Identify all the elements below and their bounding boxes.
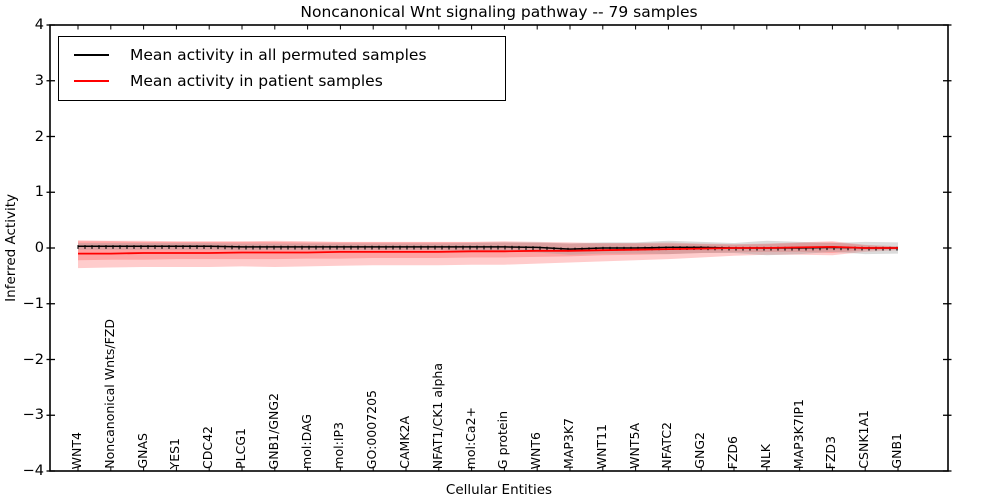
x-category-label: GNB1	[889, 433, 904, 469]
x-category-label: FZD3	[823, 435, 839, 469]
legend-item-patient: Mean activity in patient samples	[59, 68, 505, 94]
x-category-label: GNG2	[692, 432, 708, 469]
x-category-label: YES1	[167, 437, 183, 469]
y-tick-label: 0	[34, 240, 44, 256]
x-axis-label: Cellular Entities	[445, 482, 553, 498]
x-category-label: MAP3K7IP1	[790, 398, 806, 469]
legend-permuted-line-swatch	[74, 54, 109, 56]
x-category-label: NLK	[757, 444, 773, 469]
x-category-label: CSNK1A1	[856, 410, 872, 469]
legend-patient-label: Mean activity in patient samples	[130, 72, 383, 90]
x-category-label: GO:0007205	[364, 389, 380, 469]
y-tick-label: 2	[34, 128, 44, 145]
x-category-label: WNT6	[528, 431, 544, 469]
y-tick-label: −4	[22, 463, 44, 479]
x-category-label: GNAS	[134, 433, 150, 469]
chart-title: Noncanonical Wnt signaling pathway -- 79…	[300, 3, 698, 21]
legend-patient-line-swatch	[74, 80, 109, 82]
y-tick-label: 4	[34, 17, 44, 33]
y-tick-label: 1	[34, 184, 44, 201]
x-category-label: WNT11	[593, 423, 609, 469]
legend: Mean activity in all permuted samples Me…	[58, 36, 506, 101]
x-category-label: WNT4	[69, 431, 84, 469]
x-category-label: PLCG1	[233, 428, 248, 469]
permuted-band	[78, 240, 898, 256]
x-category-label: CDC42	[200, 426, 216, 469]
legend-item-permuted: Mean activity in all permuted samples	[59, 42, 505, 68]
y-tick-label: −1	[22, 295, 44, 312]
x-category-label: mol:IP3	[331, 422, 347, 469]
y-tick-label: 3	[34, 72, 44, 89]
legend-permuted-label: Mean activity in all permuted samples	[130, 46, 427, 64]
x-category-label: NFATC2	[659, 422, 675, 469]
y-tick-label: −3	[22, 407, 44, 424]
x-category-label: GNB1/GNG2	[265, 392, 281, 469]
x-category-label: mol:DAG	[298, 414, 314, 469]
patient-mean-line	[78, 245, 898, 255]
x-category-label: FZD6	[725, 435, 740, 469]
y-tick-label: −2	[22, 351, 44, 368]
x-category-label: mol:Ca2+	[462, 406, 478, 469]
x-category-label: G protein	[495, 410, 511, 469]
x-category-label: CAMK2A	[397, 416, 412, 469]
x-category-label: MAP3K7	[561, 418, 576, 469]
x-category-label: WNT5A	[626, 423, 642, 469]
x-category-label: NFAT1/CK1 alpha	[429, 362, 445, 469]
x-category-label: Noncanonical Wnts/FZD	[101, 319, 117, 469]
